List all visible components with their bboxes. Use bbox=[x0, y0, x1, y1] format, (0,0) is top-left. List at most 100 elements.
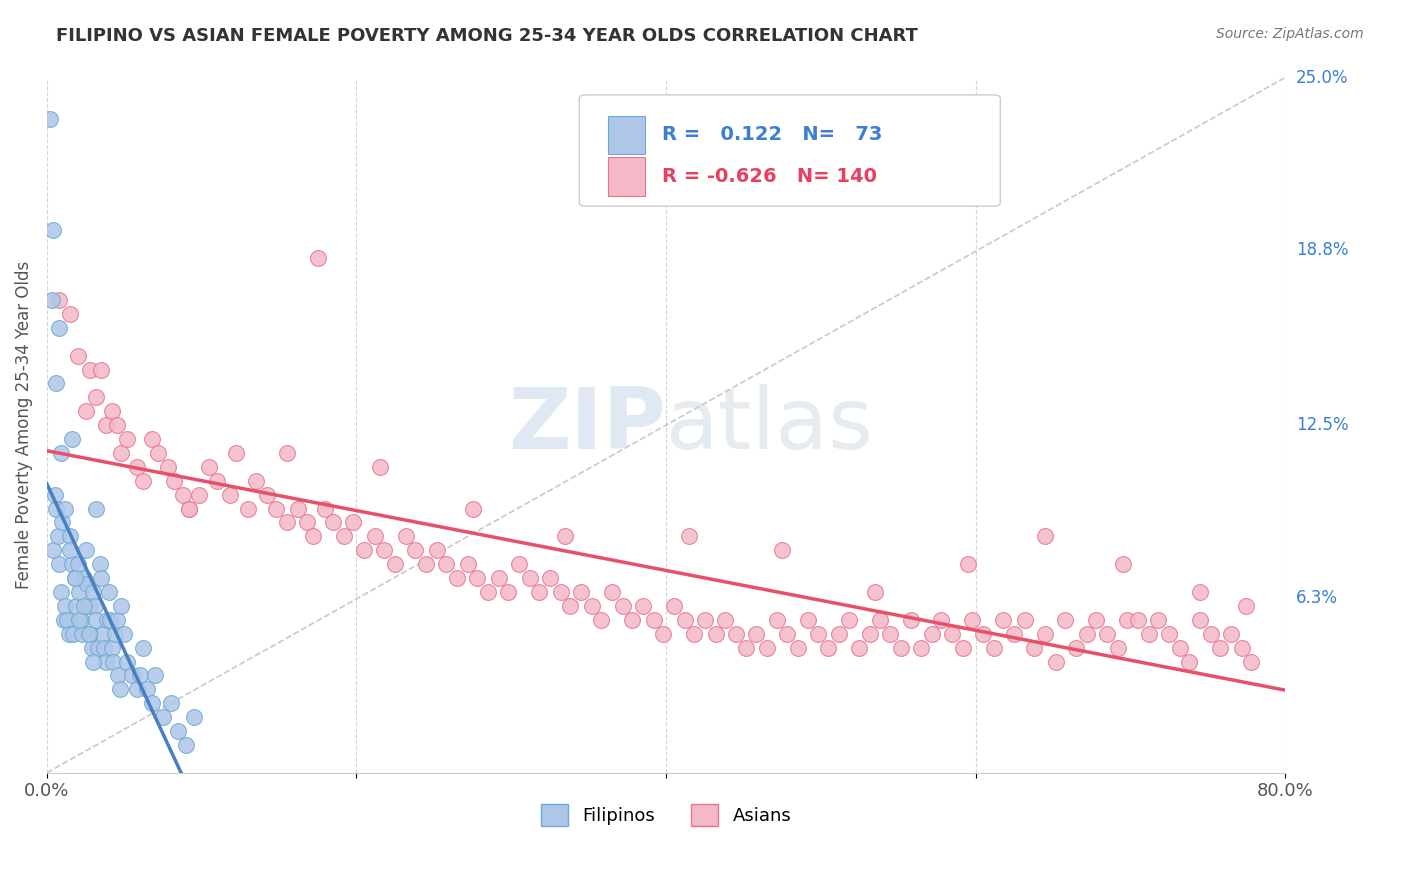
Point bbox=[1199, 626, 1222, 640]
Point bbox=[83, 599, 105, 613]
Point bbox=[956, 557, 979, 571]
Point bbox=[1219, 626, 1241, 640]
Point bbox=[179, 501, 201, 516]
Text: ZIP: ZIP bbox=[508, 384, 666, 467]
Point bbox=[70, 613, 93, 627]
Point bbox=[218, 488, 240, 502]
FancyBboxPatch shape bbox=[607, 158, 645, 195]
Point bbox=[307, 252, 329, 266]
Point bbox=[1234, 599, 1257, 613]
Point bbox=[276, 446, 298, 460]
Point bbox=[141, 432, 163, 446]
Point bbox=[172, 488, 194, 502]
Point bbox=[163, 474, 186, 488]
Point bbox=[1178, 655, 1201, 669]
Point bbox=[66, 557, 89, 571]
Point bbox=[508, 557, 530, 571]
Point bbox=[87, 640, 110, 655]
Point bbox=[714, 613, 737, 627]
Point bbox=[48, 320, 70, 334]
Point bbox=[931, 613, 953, 627]
Point bbox=[48, 293, 70, 307]
Point bbox=[94, 418, 117, 433]
Point bbox=[93, 640, 115, 655]
Text: Source: ZipAtlas.com: Source: ZipAtlas.com bbox=[1216, 27, 1364, 41]
Point bbox=[1054, 613, 1077, 627]
Point bbox=[110, 599, 132, 613]
Point bbox=[848, 640, 870, 655]
Point bbox=[962, 613, 984, 627]
Point bbox=[59, 307, 82, 321]
Point bbox=[256, 488, 278, 502]
Point bbox=[1188, 613, 1211, 627]
Point bbox=[770, 543, 793, 558]
Point bbox=[859, 626, 882, 640]
Point bbox=[314, 501, 336, 516]
Point bbox=[45, 376, 67, 391]
Point bbox=[117, 432, 139, 446]
Point bbox=[60, 557, 83, 571]
Point bbox=[86, 390, 108, 404]
Point bbox=[465, 571, 488, 585]
Point bbox=[1111, 557, 1133, 571]
Point bbox=[554, 529, 576, 543]
Point bbox=[538, 571, 561, 585]
Point bbox=[395, 529, 418, 543]
Point bbox=[167, 724, 190, 739]
Point bbox=[79, 626, 101, 640]
Point bbox=[322, 516, 344, 530]
Point bbox=[900, 613, 922, 627]
Point bbox=[72, 626, 94, 640]
Point bbox=[1157, 626, 1180, 640]
Point bbox=[631, 599, 654, 613]
Point bbox=[415, 557, 437, 571]
Point bbox=[101, 640, 124, 655]
Point bbox=[921, 626, 943, 640]
Point bbox=[404, 543, 426, 558]
Point bbox=[44, 488, 66, 502]
Point bbox=[1147, 613, 1170, 627]
Point bbox=[342, 516, 364, 530]
Point bbox=[141, 696, 163, 710]
Text: R = -0.626   N= 140: R = -0.626 N= 140 bbox=[662, 167, 877, 186]
Point bbox=[67, 613, 90, 627]
Point bbox=[1045, 655, 1067, 669]
Point bbox=[993, 613, 1015, 627]
Point bbox=[41, 293, 63, 307]
Point bbox=[73, 599, 96, 613]
Point bbox=[295, 516, 318, 530]
Point bbox=[488, 571, 510, 585]
Point bbox=[446, 571, 468, 585]
Point bbox=[183, 710, 205, 724]
Point bbox=[86, 501, 108, 516]
Y-axis label: Female Poverty Among 25-34 Year Olds: Female Poverty Among 25-34 Year Olds bbox=[15, 261, 32, 590]
Point bbox=[589, 613, 612, 627]
Point bbox=[368, 459, 391, 474]
Point bbox=[1188, 585, 1211, 599]
Point bbox=[496, 585, 519, 599]
Point bbox=[776, 626, 799, 640]
Text: R =   0.122   N=   73: R = 0.122 N= 73 bbox=[662, 126, 883, 145]
Point bbox=[55, 501, 77, 516]
Point bbox=[76, 576, 98, 591]
Point bbox=[426, 543, 449, 558]
Point bbox=[1126, 613, 1149, 627]
Point bbox=[108, 682, 131, 697]
Point bbox=[869, 613, 891, 627]
Point bbox=[807, 626, 830, 640]
Point bbox=[434, 557, 457, 571]
Point bbox=[879, 626, 901, 640]
Text: FILIPINO VS ASIAN FEMALE POVERTY AMONG 25-34 YEAR OLDS CORRELATION CHART: FILIPINO VS ASIAN FEMALE POVERTY AMONG 2… bbox=[56, 27, 918, 45]
Point bbox=[91, 626, 114, 640]
Point bbox=[373, 543, 395, 558]
Point bbox=[817, 640, 839, 655]
Point bbox=[1116, 613, 1139, 627]
Point bbox=[117, 655, 139, 669]
Point bbox=[1209, 640, 1232, 655]
Point bbox=[59, 543, 82, 558]
Point bbox=[745, 626, 768, 640]
Point bbox=[1230, 640, 1253, 655]
Point bbox=[1240, 655, 1263, 669]
Point bbox=[42, 543, 65, 558]
Point bbox=[105, 613, 128, 627]
